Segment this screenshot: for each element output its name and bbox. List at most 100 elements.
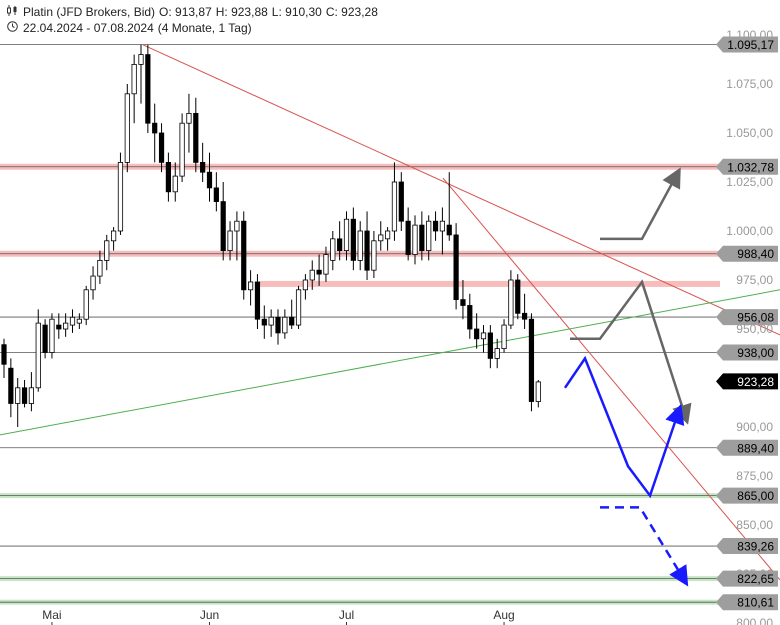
candle-up xyxy=(247,281,254,291)
candle-down xyxy=(398,181,404,222)
y-tick-label: 1.000,00 xyxy=(726,224,773,238)
level-price-tag-bg xyxy=(716,439,778,456)
resistance-zone xyxy=(260,280,720,287)
duration: (4 Monate, 1 Tag) xyxy=(157,21,252,35)
candle-down xyxy=(275,316,281,334)
uptrend-line xyxy=(0,289,780,436)
candle-down xyxy=(254,281,261,320)
level-price-tag-bg xyxy=(716,538,778,555)
candle-up xyxy=(172,175,178,193)
scenario-up-arrow xyxy=(600,167,681,241)
candle-up xyxy=(28,387,35,404)
candle-down xyxy=(453,234,459,300)
candle-up xyxy=(378,234,384,242)
date-range: 22.04.2024 - 07.08.2024 xyxy=(23,21,154,35)
y-tick-label: 875,00 xyxy=(736,469,773,483)
level-price-tag: 822,65 xyxy=(737,572,774,586)
level-price-tag: 889,40 xyxy=(737,441,774,455)
candle-down xyxy=(289,316,295,326)
candlesticks xyxy=(1,44,541,427)
candle-up xyxy=(227,230,233,252)
x-tick-label: Aug xyxy=(493,608,514,622)
candlestick-chart-icon xyxy=(6,4,19,20)
level-price-tag: 1.095,17 xyxy=(727,38,774,52)
high-value: H: 923,88 xyxy=(215,5,268,19)
candle-down xyxy=(528,318,535,402)
candle-down xyxy=(152,122,158,134)
candle-down xyxy=(467,305,473,330)
level-price-tag: 810,61 xyxy=(737,596,774,610)
candle-up xyxy=(480,332,487,340)
y-tick-label: 1.075,00 xyxy=(726,77,773,91)
level-price-tag-bg xyxy=(716,487,778,504)
candle-up xyxy=(391,181,398,232)
y-tick-label: 975,00 xyxy=(736,273,773,287)
scenario-breakdown-arrow xyxy=(600,506,689,587)
candle-up xyxy=(535,381,541,402)
candle-up xyxy=(69,316,76,326)
candle-up xyxy=(63,322,69,330)
candle-up xyxy=(15,387,21,404)
y-tick-label: 950,00 xyxy=(736,322,773,336)
scenario-bounce-arrow xyxy=(563,355,685,499)
trend-lines xyxy=(0,44,780,581)
level-price-tag-bg xyxy=(716,594,778,611)
header-row-instrument: Platin (JFD Brokers, Bid) O: 913,87 H: 9… xyxy=(6,4,378,20)
candle-down xyxy=(145,54,151,124)
candle-down xyxy=(515,279,521,314)
y-tick-label: 1.050,00 xyxy=(726,126,773,140)
level-price-tag-bg xyxy=(716,344,778,361)
candle-down xyxy=(350,218,356,261)
level-price-tag: 865,00 xyxy=(737,489,774,503)
candle-up xyxy=(97,259,103,277)
low-value: L: 910,30 xyxy=(271,5,322,19)
candle-up xyxy=(186,113,192,124)
candle-down xyxy=(1,344,7,365)
open-value: O: 913,87 xyxy=(159,5,212,19)
candle-up xyxy=(111,230,117,242)
candle-down xyxy=(474,328,480,340)
candle-up xyxy=(49,318,55,353)
candle-down xyxy=(165,161,171,193)
x-tick-label: Jul xyxy=(339,608,354,622)
downtrend-line-steep xyxy=(442,177,780,581)
candle-down xyxy=(241,220,247,291)
level-price-tag-bg xyxy=(716,36,778,53)
candle-down xyxy=(158,132,165,163)
candle-down xyxy=(337,238,343,251)
candle-down xyxy=(213,187,219,203)
x-tick-label: Jun xyxy=(200,608,219,622)
candle-up xyxy=(494,348,500,359)
y-tick-label: 1.025,00 xyxy=(726,175,773,189)
level-price-tag: 956,08 xyxy=(737,311,774,325)
candle-up xyxy=(371,240,377,271)
candle-down xyxy=(460,299,466,306)
candle-up xyxy=(330,238,336,261)
clock-icon xyxy=(6,20,19,36)
instrument-name: Platin (JFD Brokers, Bid) xyxy=(23,5,156,19)
candle-down xyxy=(487,332,493,359)
candle-up xyxy=(412,224,418,255)
candle-up xyxy=(268,316,274,326)
candle-down xyxy=(206,171,213,189)
candle-down xyxy=(220,201,226,252)
current-price-tag: 923,28 xyxy=(737,375,774,389)
candle-up xyxy=(35,322,41,389)
candle-down xyxy=(261,318,267,326)
scenario-arrows xyxy=(563,167,692,587)
price-tags: 1.095,17 1.032,78 988,40 956,08 938,00 889,40… xyxy=(716,36,778,611)
candle-up xyxy=(117,161,124,232)
candle-down xyxy=(432,220,439,232)
y-tick-label: 850,00 xyxy=(736,518,773,532)
candle-up xyxy=(357,230,363,261)
candle-up xyxy=(295,289,302,326)
level-price-tag-bg xyxy=(716,570,778,587)
level-price-tag: 988,40 xyxy=(737,247,774,261)
candle-up xyxy=(76,318,82,324)
candle-up xyxy=(90,275,96,291)
candle-down xyxy=(446,224,452,236)
candle-down xyxy=(8,367,14,404)
candle-down xyxy=(42,324,48,353)
candle-up xyxy=(323,254,329,275)
